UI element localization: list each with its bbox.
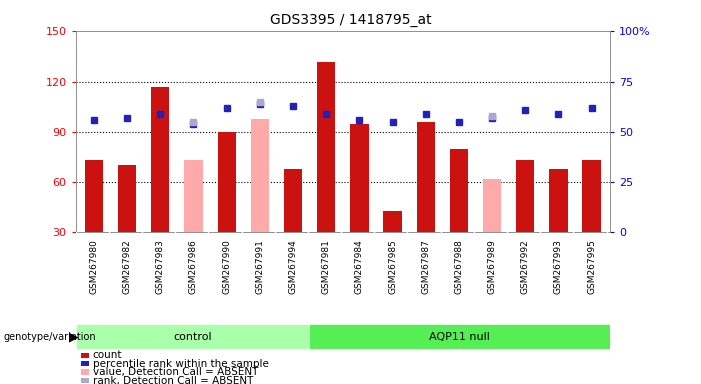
Bar: [483, 179, 501, 232]
Bar: [76, 324, 309, 349]
Text: control: control: [173, 332, 212, 342]
Bar: [383, 210, 402, 232]
Text: GSM267986: GSM267986: [189, 239, 198, 294]
Bar: [350, 124, 369, 232]
Bar: [550, 169, 568, 232]
Bar: [317, 61, 335, 232]
Text: GSM267990: GSM267990: [222, 239, 231, 294]
Bar: [217, 132, 236, 232]
Text: GSM267989: GSM267989: [488, 239, 496, 294]
Bar: [284, 169, 302, 232]
Text: GSM267982: GSM267982: [123, 239, 132, 293]
Text: GSM267993: GSM267993: [554, 239, 563, 294]
Text: GSM267985: GSM267985: [388, 239, 397, 294]
Text: GSM267992: GSM267992: [521, 239, 530, 293]
Text: GSM267994: GSM267994: [289, 239, 297, 293]
Text: AQP11 null: AQP11 null: [429, 332, 490, 342]
Text: GSM267983: GSM267983: [156, 239, 165, 294]
Bar: [85, 161, 103, 232]
Bar: [251, 119, 269, 232]
Bar: [309, 324, 610, 349]
Bar: [516, 161, 534, 232]
Text: GSM267991: GSM267991: [255, 239, 264, 294]
Text: GDS3395 / 1418795_at: GDS3395 / 1418795_at: [270, 13, 431, 27]
Text: percentile rank within the sample: percentile rank within the sample: [93, 359, 268, 369]
Text: ▶: ▶: [69, 331, 79, 343]
Text: GSM267981: GSM267981: [322, 239, 331, 294]
Bar: [151, 87, 170, 232]
Text: rank, Detection Call = ABSENT: rank, Detection Call = ABSENT: [93, 376, 253, 384]
Text: GSM267995: GSM267995: [587, 239, 596, 294]
Text: value, Detection Call = ABSENT: value, Detection Call = ABSENT: [93, 367, 258, 377]
Text: GSM267984: GSM267984: [355, 239, 364, 293]
Text: GSM267980: GSM267980: [90, 239, 98, 294]
Bar: [416, 122, 435, 232]
Text: genotype/variation: genotype/variation: [4, 332, 96, 342]
Text: GSM267987: GSM267987: [421, 239, 430, 294]
Text: GSM267988: GSM267988: [454, 239, 463, 294]
Bar: [450, 149, 468, 232]
Bar: [184, 161, 203, 232]
Text: count: count: [93, 350, 122, 360]
Bar: [583, 161, 601, 232]
Bar: [118, 166, 136, 232]
